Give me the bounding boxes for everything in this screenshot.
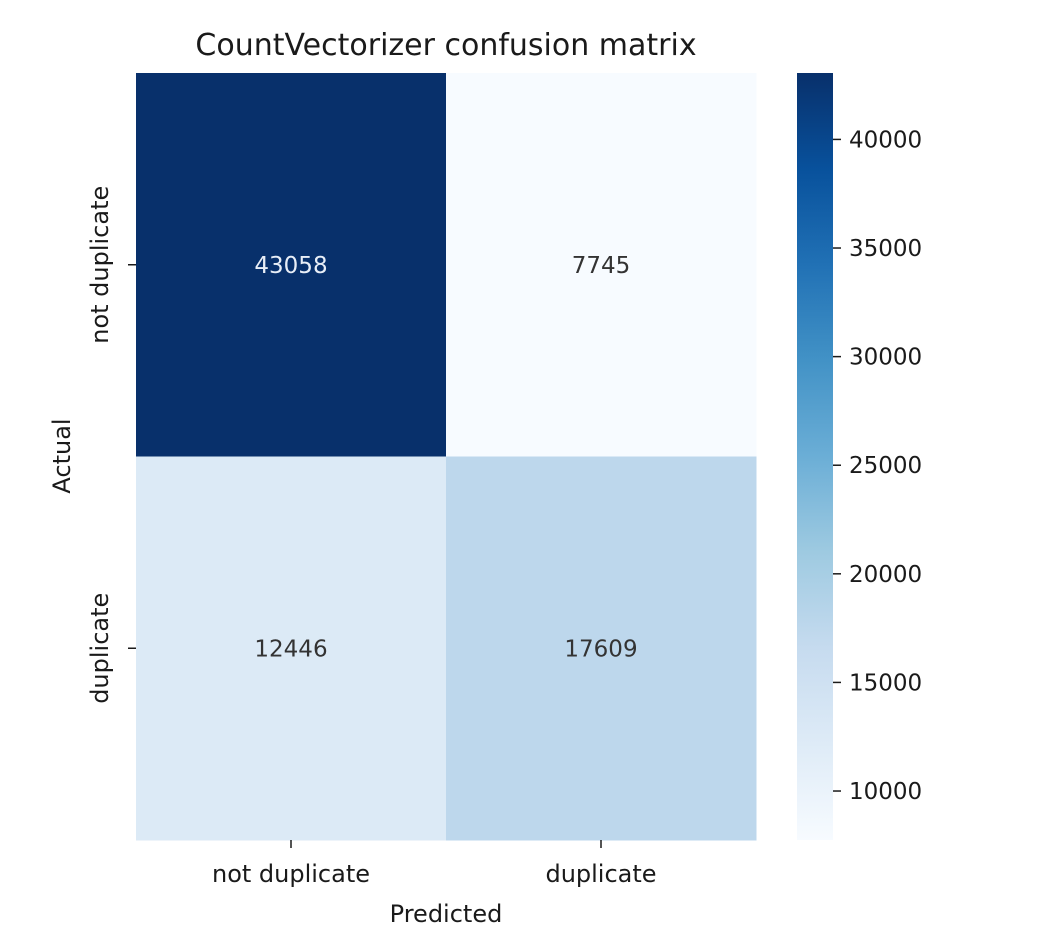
x-tick-label: duplicate (545, 860, 656, 888)
heatmap-cell (136, 73, 447, 457)
x-axis-label: Predicted (390, 900, 503, 928)
cell-value-label: 43058 (254, 253, 327, 279)
colorbar-tick-label: 15000 (849, 670, 922, 696)
x-axis-ticks: not duplicate duplicate (212, 840, 657, 888)
colorbar-tick-label: 10000 (849, 779, 922, 805)
colorbar-tick-label: 35000 (849, 236, 922, 262)
y-axis-label: Actual (48, 418, 76, 493)
chart-title: CountVectorizer confusion matrix (195, 28, 696, 63)
colorbar-tick-label: 25000 (849, 453, 922, 479)
colorbar (797, 73, 833, 840)
y-axis-ticks: not duplicate duplicate (86, 186, 136, 704)
cell-value-label: 17609 (564, 636, 637, 662)
y-tick-label: duplicate (86, 593, 114, 704)
heatmap-cells: 43058 7745 12446 17609 (136, 73, 757, 841)
heatmap-cell (446, 456, 757, 841)
colorbar-tick-label: 30000 (849, 345, 922, 371)
colorbar-ticks: 10000 15000 20000 25000 30000 35000 40000 (833, 127, 922, 805)
cell-value-label: 12446 (254, 636, 327, 662)
cell-value-label: 7745 (572, 253, 631, 279)
y-tick-label: not duplicate (86, 186, 114, 344)
x-tick-label: not duplicate (212, 860, 370, 888)
heatmap-cell (136, 456, 447, 841)
colorbar-tick-label: 20000 (849, 562, 922, 588)
heatmap-cell (446, 73, 757, 457)
colorbar-tick-label: 40000 (849, 127, 922, 153)
